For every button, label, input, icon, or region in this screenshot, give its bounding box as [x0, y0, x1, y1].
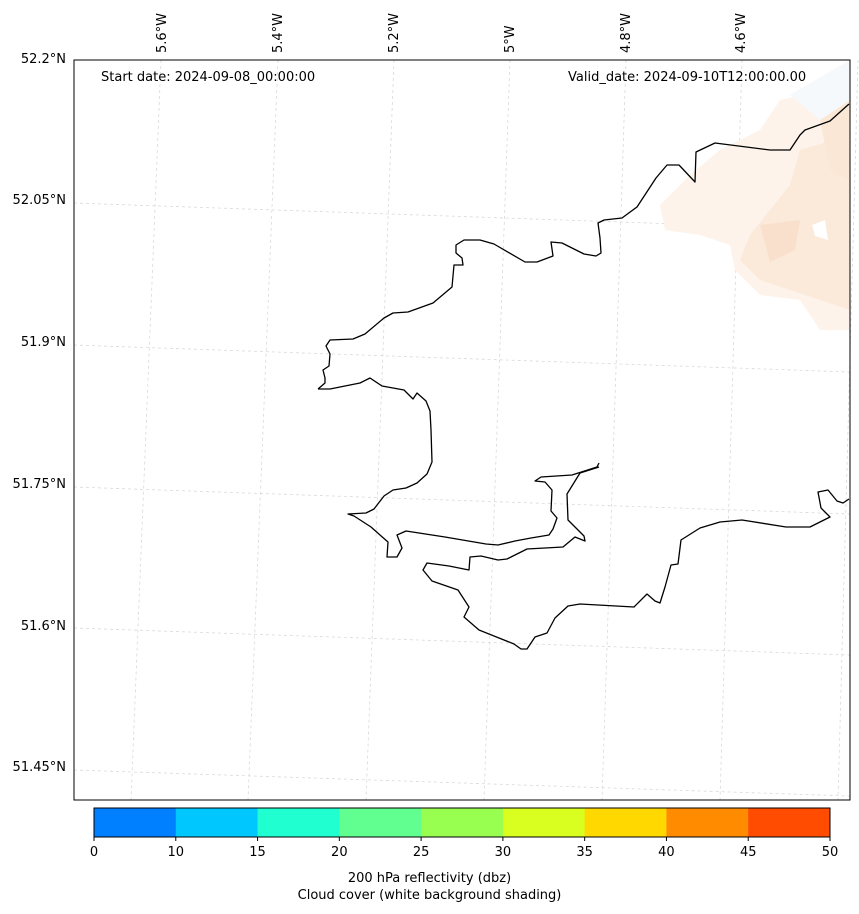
coastline — [317, 103, 850, 650]
lat-label: 51.9°N — [20, 335, 66, 350]
lon-label: 4.6°W — [734, 12, 749, 53]
lat-label: 52.05°N — [12, 193, 66, 208]
colorbar-segment — [421, 808, 504, 837]
colorbar-segment — [748, 808, 831, 837]
colorbar-tick-label: 20 — [331, 845, 348, 860]
lon-label: 5°W — [503, 25, 518, 53]
coastline-south — [422, 466, 850, 650]
cloud-cover-shading — [660, 60, 850, 330]
lat-label: 51.45°N — [12, 760, 66, 775]
colorbar-tick-label: 25 — [412, 845, 430, 860]
colorbar-tick-label: 35 — [576, 845, 593, 860]
lat-label: 51.75°N — [12, 477, 66, 492]
parallel-line — [73, 486, 851, 515]
coastline-bay — [318, 377, 600, 558]
colorbar — [93, 807, 831, 841]
meridian-line — [601, 59, 627, 801]
lat-label: 51.6°N — [20, 619, 66, 634]
colorbar-segment — [175, 808, 259, 837]
lon-label: 4.8°W — [619, 12, 634, 53]
meridian-line — [365, 59, 395, 801]
meridian-line — [247, 59, 279, 801]
colorbar-ticks — [93, 837, 831, 841]
meridian-line — [483, 59, 511, 801]
map-frame — [73, 59, 851, 801]
lat-label: 52.2°N — [20, 52, 66, 67]
lon-label: 5.2°W — [387, 12, 402, 53]
start-date-label: Start date: 2024-09-08_00:00:00 — [101, 70, 316, 85]
lon-label: 5.4°W — [271, 12, 286, 53]
coastline-north — [317, 103, 850, 390]
colorbar-segments — [94, 808, 831, 837]
meridian-line — [130, 59, 162, 801]
colorbar-caption-line1: 200 hPa reflectivity (dbz) — [347, 871, 512, 886]
colorbar-tick-label: 40 — [658, 845, 675, 860]
colorbar-segment — [502, 808, 586, 837]
parallel-line — [73, 769, 851, 797]
colorbar-tick-label: 50 — [821, 845, 839, 860]
colorbar-caption-line2: Cloud cover (white background shading) — [297, 888, 562, 903]
colorbar-segment — [584, 808, 667, 837]
colorbar-segment — [339, 808, 422, 837]
colorbar-frame — [93, 807, 831, 838]
colorbar-tick-label: 45 — [739, 845, 757, 860]
parallel-line — [73, 627, 851, 656]
colorbar-segment — [257, 808, 340, 837]
colorbar-segment — [666, 808, 749, 837]
colorbar-tick-label: 0 — [89, 845, 99, 860]
colorbar-segment — [94, 808, 177, 837]
colorbar-tick-label: 30 — [494, 845, 512, 860]
lon-label: 5.6°W — [155, 12, 170, 53]
colorbar-tick-label: 10 — [167, 845, 185, 860]
valid-date-label: Valid_date: 2024-09-10T12:00:00.00 — [568, 70, 807, 85]
colorbar-tick-label: 15 — [249, 845, 266, 860]
